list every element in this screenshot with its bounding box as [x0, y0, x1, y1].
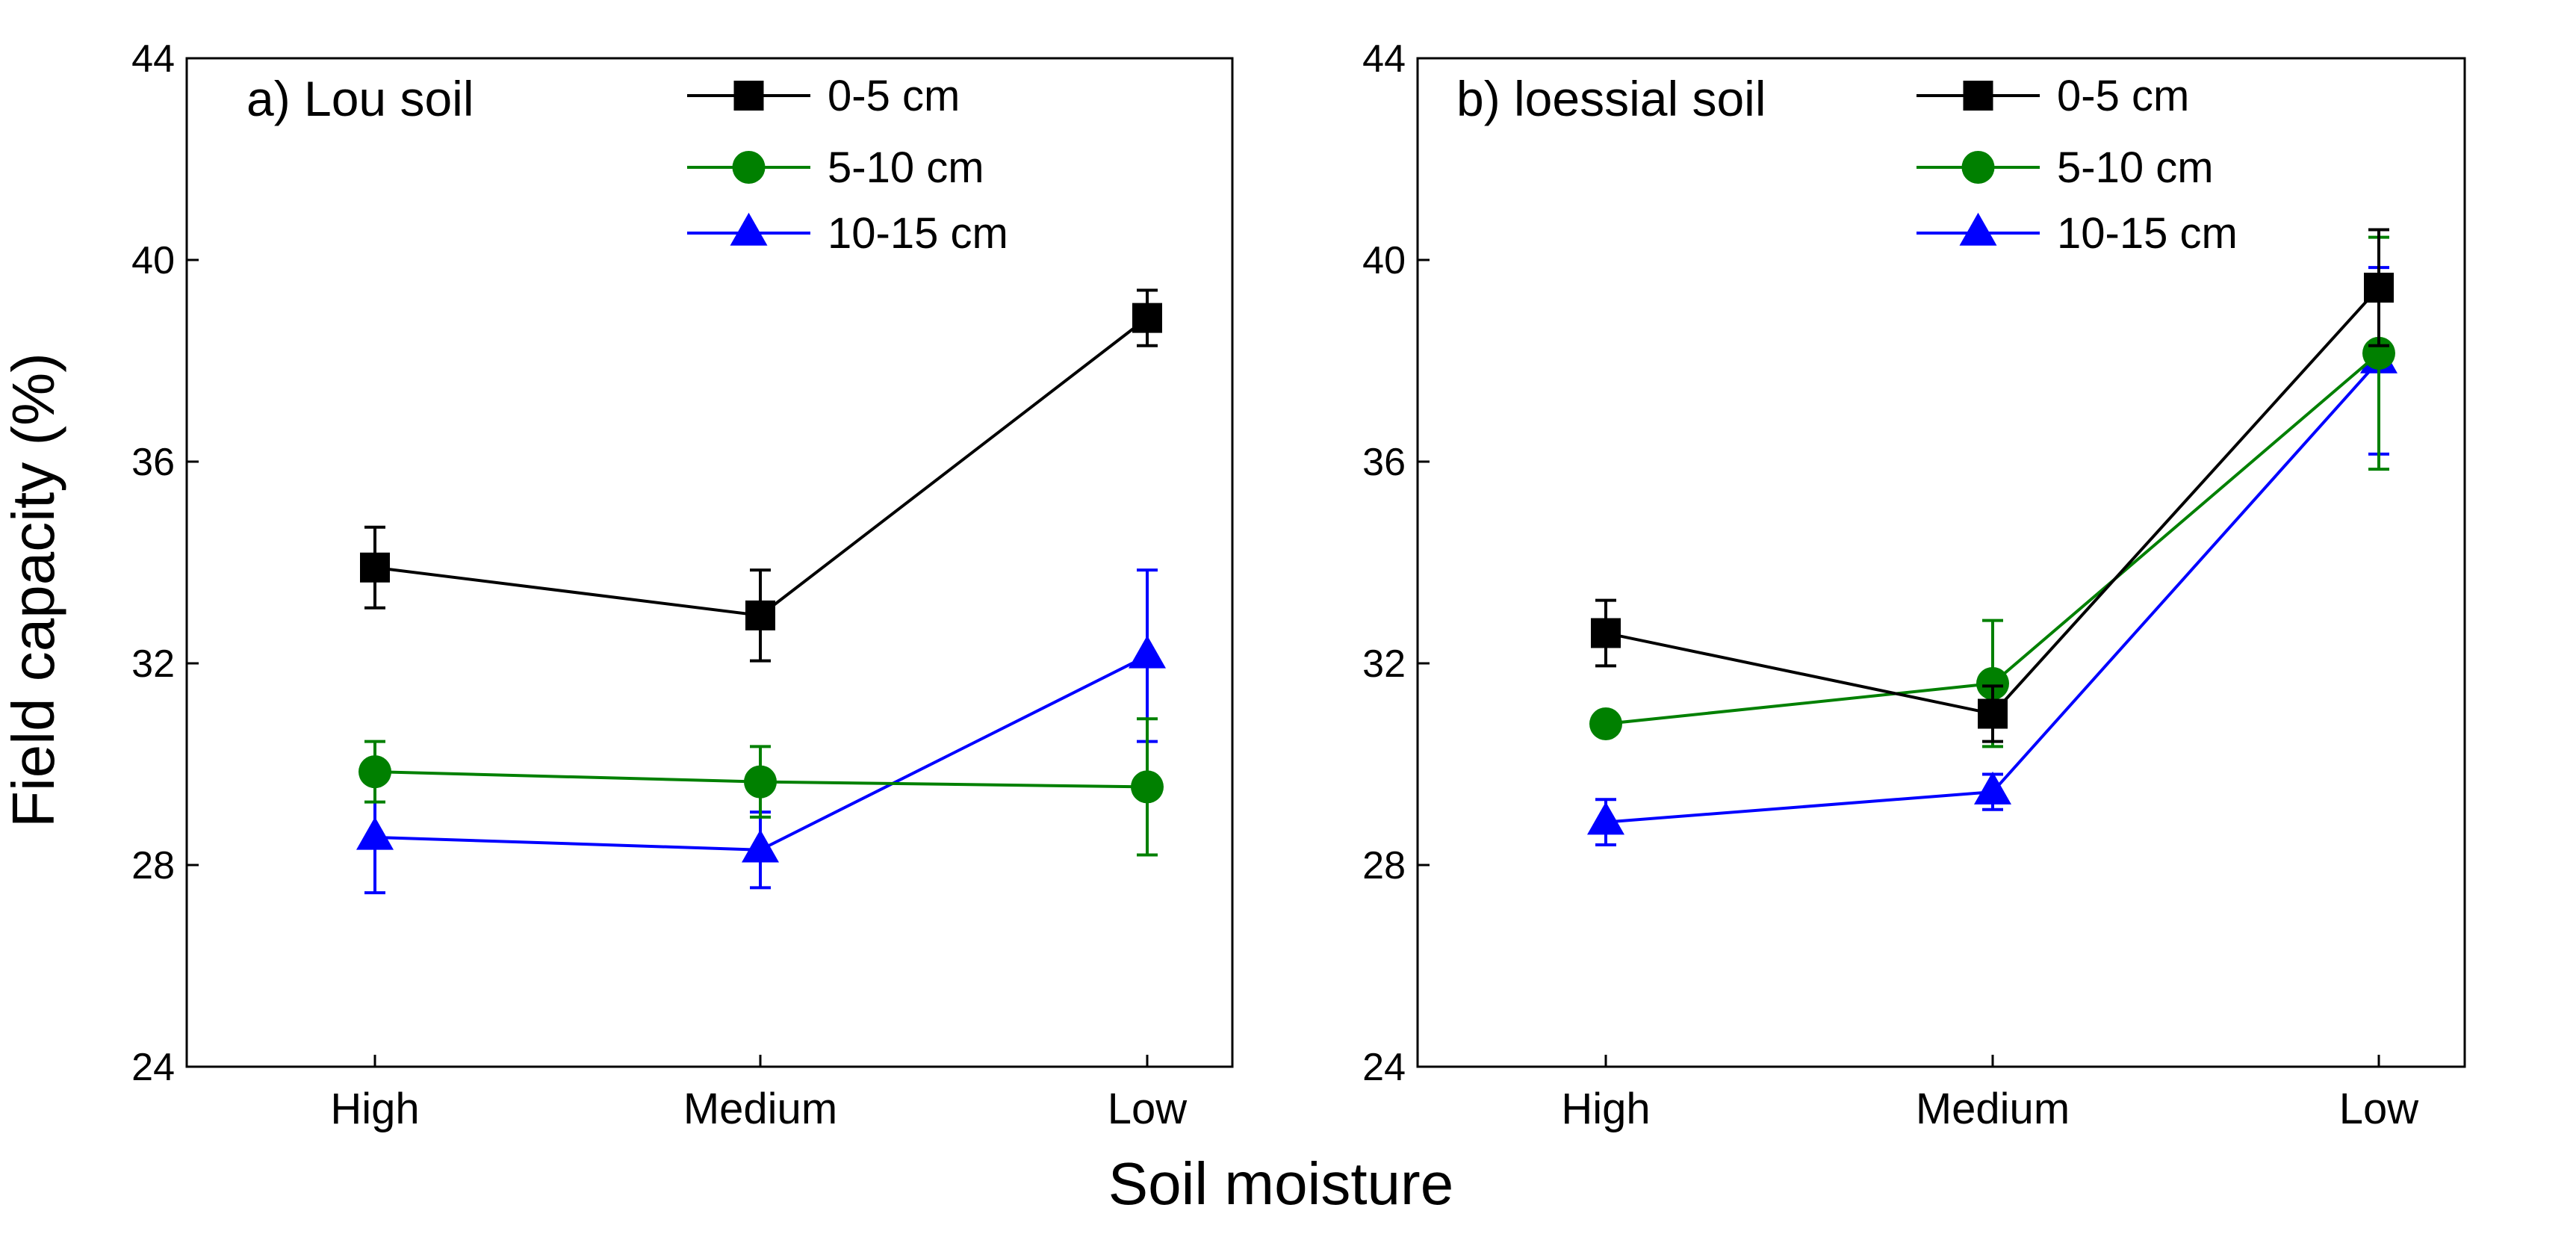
- legend-marker: [1961, 151, 1995, 184]
- data-point: [2364, 273, 2394, 303]
- y-tick-label: 44: [131, 37, 175, 81]
- plot-frame: [1416, 57, 2466, 1068]
- data-point: [1589, 707, 1622, 740]
- legend-label: 10-15 cm: [828, 209, 1008, 258]
- data-point: [356, 816, 394, 850]
- legend-item: 10-15 cm: [1917, 209, 2238, 258]
- legend: 0-5 cm 5-10 cm 10-15 cm: [1917, 72, 2238, 258]
- y-tick-label: 32: [131, 642, 175, 686]
- legend-item: 0-5 cm: [687, 72, 960, 120]
- x-tick-label: Low: [1108, 1085, 1188, 1133]
- data-point: [1132, 303, 1162, 333]
- data-point: [1591, 618, 1621, 648]
- x-tick-label: High: [330, 1085, 419, 1133]
- data-point: [742, 829, 779, 863]
- y-tick-label: 36: [131, 441, 175, 484]
- data-point: [1974, 771, 2011, 805]
- legend-label: 5-10 cm: [2057, 143, 2214, 192]
- legend-item: 5-10 cm: [1917, 143, 2214, 192]
- data-point: [1131, 770, 1164, 804]
- legend-label: 5-10 cm: [828, 143, 984, 192]
- y-tick-label: 32: [1362, 642, 1406, 686]
- series-0-5cm: [1591, 228, 2394, 743]
- legend-marker: [732, 151, 766, 184]
- y-tick-label: 28: [1362, 844, 1406, 887]
- y-axis-title: Field capacity (%): [0, 353, 66, 828]
- series-5-10cm: [359, 717, 1164, 857]
- x-tick-label: Medium: [1916, 1085, 2070, 1133]
- data-point: [359, 755, 391, 789]
- legend-marker: [733, 81, 764, 111]
- y-tick-label: 36: [1362, 441, 1406, 484]
- y-tick-label: 24: [131, 1046, 175, 1089]
- data-point: [744, 765, 777, 799]
- y-tick-label: 40: [131, 239, 175, 282]
- legend-marker: [1959, 212, 1997, 246]
- legend-marker: [1963, 81, 1993, 111]
- series-10-15cm: [1587, 266, 2397, 846]
- legend: 0-5 cm 5-10 cm 10-15 cm: [687, 72, 1008, 258]
- x-tick-label: Low: [2339, 1085, 2420, 1133]
- panel-title: a) Lou soil: [246, 71, 474, 126]
- x-tick-label: Medium: [683, 1085, 837, 1133]
- series-5-10cm: [1589, 235, 2395, 748]
- legend-item: 10-15 cm: [687, 209, 1008, 258]
- x-tick-label: High: [1561, 1085, 1650, 1133]
- panel-b: 24 28 32 36 40 44 High Medium Low b) loessial soi…: [1362, 37, 2466, 1133]
- legend-item: 0-5 cm: [1917, 72, 2189, 120]
- x-axis-title: Soil moisture: [1108, 1150, 1453, 1217]
- legend-label: 10-15 cm: [2057, 209, 2238, 258]
- data-point: [360, 552, 390, 583]
- series-line: [1605, 359, 2380, 824]
- data-point: [1129, 635, 1166, 669]
- legend-label: 0-5 cm: [828, 72, 960, 120]
- data-point: [1976, 667, 2009, 700]
- series-0-5cm: [360, 288, 1162, 663]
- data-point: [1978, 698, 2008, 729]
- legend-label: 0-5 cm: [2057, 72, 2189, 120]
- y-tick-label: 40: [1362, 239, 1406, 282]
- legend-item: 5-10 cm: [687, 143, 984, 192]
- y-tick-label: 44: [1362, 37, 1406, 81]
- panel-title: b) loessial soil: [1456, 71, 1766, 126]
- panel-a: 24 28 32 36 40 44 High Medium Low a) Lou soil 0-5 …: [131, 37, 1234, 1133]
- data-point: [745, 600, 775, 630]
- y-tick-label: 28: [131, 844, 175, 887]
- plot-frame: [185, 57, 1234, 1068]
- data-point: [1587, 802, 1624, 835]
- legend-marker: [730, 212, 768, 246]
- y-tick-label: 24: [1362, 1046, 1406, 1089]
